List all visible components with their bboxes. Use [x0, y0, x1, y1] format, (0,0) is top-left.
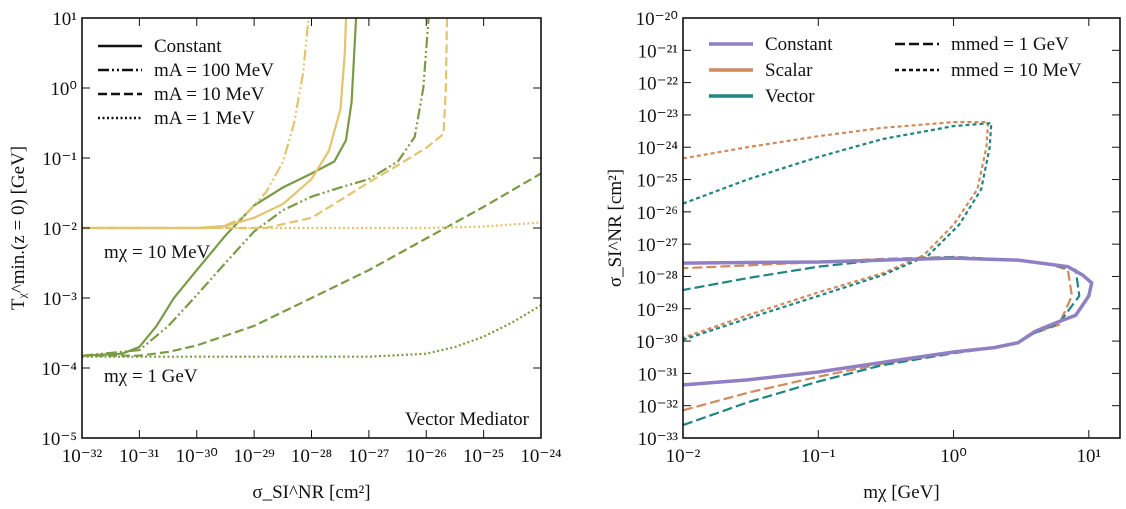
- legend-label: Constant: [765, 34, 833, 55]
- curve: [683, 255, 1081, 427]
- y-tick-label: 10⁻³⁰: [636, 332, 678, 353]
- x-tick-label: 10⁻³²: [62, 446, 103, 467]
- legend-label: mA = 10 MeV: [154, 84, 265, 105]
- x-tick-label: 10⁻¹: [801, 446, 836, 467]
- plot-frame: [682, 17, 1121, 439]
- legend-label: mA = 100 MeV: [154, 60, 274, 81]
- x-tick-label: 10⁻²⁵: [463, 446, 504, 467]
- y-tick-label: 10⁻³¹: [638, 364, 679, 385]
- y-tick-label: 10⁻²⁰: [636, 9, 678, 30]
- y-tick-label: 10⁻²³: [638, 106, 679, 127]
- y-tick-label: 10⁻⁵: [41, 429, 77, 450]
- x-tick-label: 10⁻²⁴: [520, 446, 562, 467]
- x-tick-label: 10⁰: [940, 446, 967, 467]
- y-tick-label: 10⁰: [50, 79, 77, 100]
- y-tick-label: 10⁻²⁵: [637, 171, 678, 192]
- curve: [82, 304, 541, 358]
- x-tick-label: 10⁻²⁶: [406, 446, 447, 467]
- x-axis-title: mχ [GeV]: [863, 482, 940, 503]
- x-tick-label: 10⁻²⁸: [291, 446, 332, 467]
- legend-label: mA = 1 MeV: [154, 108, 255, 129]
- curve: [82, 18, 310, 230]
- curve: [82, 221, 541, 230]
- annotation: mχ = 10 MeV: [104, 242, 211, 263]
- x-tick-label: 10⁻²⁹: [233, 446, 275, 467]
- x-axis-title: σ_SI^NR [cm²]: [252, 482, 370, 503]
- y-tick-label: 10⁻³²: [638, 397, 679, 418]
- curve: [82, 18, 430, 357]
- x-tick-label: 10⁻³¹: [119, 446, 160, 467]
- legend-label: mmed = 1 GeV: [951, 34, 1069, 55]
- legend-label: mmed = 10 MeV: [951, 60, 1082, 81]
- curve: [82, 172, 541, 357]
- y-tick-label: 10¹: [52, 9, 77, 30]
- curve: [82, 18, 358, 357]
- y-tick-label: 10⁻²⁶: [637, 203, 678, 224]
- x-tick-label: 10⁻³⁰: [176, 446, 218, 467]
- curve: [683, 121, 990, 339]
- y-tick-label: 10⁻²²: [638, 74, 679, 95]
- y-tick-label: 10⁻³³: [638, 429, 679, 450]
- plot-frame: [81, 17, 542, 439]
- annotation: Vector Mediator: [405, 409, 530, 430]
- y-tick-label: 10⁻²¹: [638, 41, 679, 62]
- x-tick-label: 10⁻²⁷: [348, 446, 389, 467]
- legend-label: Scalar: [765, 60, 813, 81]
- y-tick-label: 10⁻²⁴: [637, 138, 679, 159]
- y-tick-label: 10⁻²⁸: [637, 267, 678, 288]
- y-tick-label: 10⁻¹: [42, 149, 77, 170]
- y-tick-label: 10⁻³: [42, 289, 77, 310]
- y-tick-label: 10⁻²⁷: [637, 235, 678, 256]
- legend-label: Constant: [154, 36, 222, 57]
- y-axis-title: σ_SI^NR [cm²]: [605, 169, 626, 287]
- curve: [82, 18, 449, 230]
- y-tick-label: 10⁻⁴: [41, 359, 77, 380]
- y-tick-label: 10⁻²⁹: [637, 300, 679, 321]
- y-tick-label: 10⁻²: [42, 219, 77, 240]
- legend-label: Vector: [765, 86, 815, 107]
- y-axis-title: Tᵪ^min.(z = 0) [GeV]: [8, 146, 29, 310]
- curve: [683, 256, 1094, 387]
- x-tick-label: 10¹: [1076, 446, 1101, 467]
- annotation: mχ = 1 GeV: [104, 366, 198, 387]
- x-tick-label: 10⁻²: [666, 446, 701, 467]
- curve: [683, 121, 993, 341]
